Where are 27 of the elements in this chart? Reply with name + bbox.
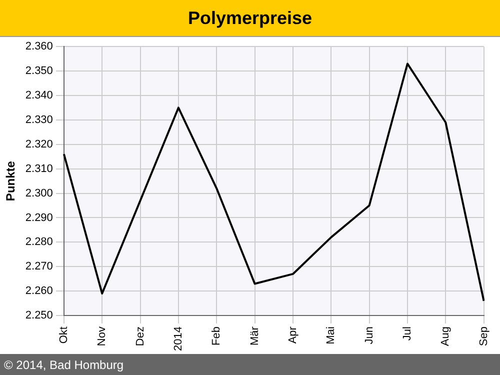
y-tick-label: 2.250: [25, 310, 53, 322]
x-tick-label: Feb: [210, 326, 223, 346]
y-tick-label: 2.350: [25, 65, 53, 78]
y-axis-title: Punkte: [4, 160, 18, 202]
y-tick-label: 2.320: [25, 138, 53, 150]
text: © 2014, Bad Homburg: [4, 358, 124, 372]
y-tick-label: 2.310: [25, 162, 53, 175]
y-tick-label: 2.290: [25, 212, 53, 224]
x-tick-label: Apr: [286, 326, 299, 344]
x-tick-label: Jul: [401, 326, 414, 341]
x-tick-label: Nov: [96, 326, 108, 346]
x-tick-label: Dez: [134, 326, 146, 346]
x-tick-label: Aug: [440, 326, 452, 346]
x-tick-label: Mär: [248, 326, 261, 346]
y-tick-label: 2.270: [25, 260, 53, 273]
x-tick-label: 2014: [172, 326, 184, 352]
x-tick-label: Okt: [58, 326, 70, 344]
chart-title: Polymerpreise: [0, 0, 500, 37]
y-tick-label: 2.330: [25, 114, 53, 126]
y-tick-label: 2.300: [25, 187, 53, 200]
x-tick-label: Jun: [363, 326, 376, 344]
x-tick-label: Sep: [478, 326, 490, 346]
y-tick-label: 2.340: [25, 90, 53, 102]
y-tick-label: 2.360: [25, 40, 53, 53]
x-tick-label: Mai: [325, 326, 338, 344]
y-tick-label: 2.260: [25, 285, 53, 298]
y-tick-label: 2.280: [25, 236, 53, 248]
